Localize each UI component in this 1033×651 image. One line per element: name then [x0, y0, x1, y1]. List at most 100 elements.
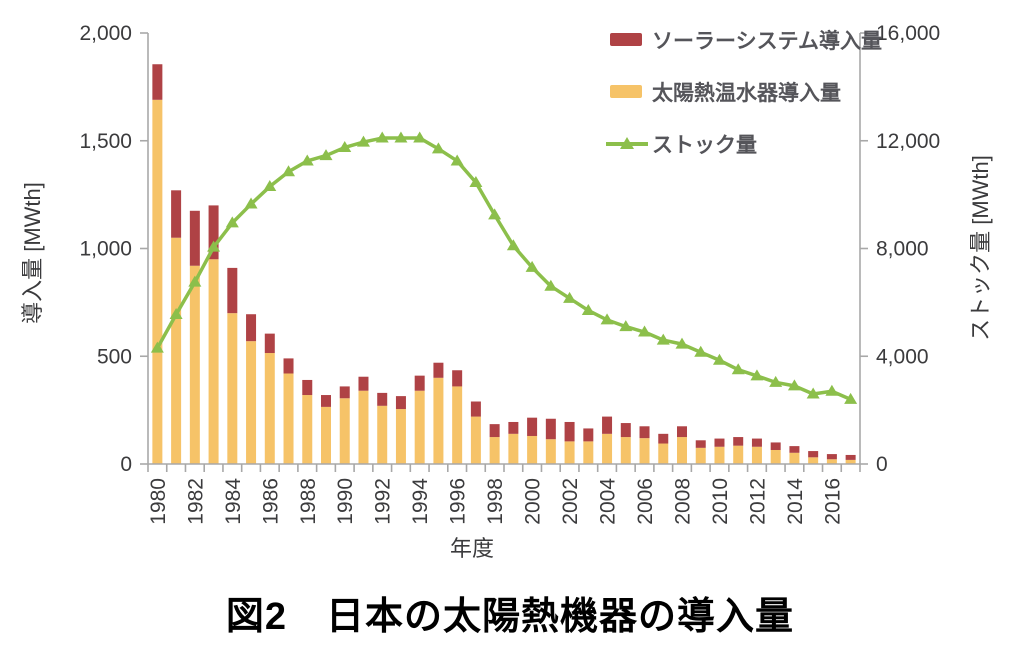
- stock-marker-triangle: [244, 197, 258, 209]
- bar-solar-system: [489, 424, 500, 438]
- x-tick-label-year: 1992: [372, 478, 395, 525]
- x-tick-label-year: 2014: [784, 478, 807, 525]
- bar-solar-system: [433, 362, 444, 378]
- bar-water-heater: [208, 259, 219, 464]
- stock-marker-triangle: [525, 260, 539, 272]
- x-tick-label-year: 1994: [409, 478, 432, 525]
- stock-marker-triangle: [375, 131, 389, 143]
- x-tick-label-year: 1982: [184, 478, 207, 525]
- bar-water-heater: [639, 438, 650, 464]
- y-right-tick-label: 8,000: [876, 238, 929, 261]
- bar-solar-system: [808, 451, 819, 458]
- bar-solar-system: [208, 205, 219, 260]
- bar-solar-system: [358, 376, 369, 391]
- stock-marker-triangle: [282, 165, 296, 177]
- stock-marker-triangle: [413, 131, 427, 143]
- x-tick-label-year: 1998: [484, 478, 507, 525]
- bar-water-heater: [358, 390, 369, 464]
- bar-solar-system: [339, 386, 350, 399]
- stock-marker-triangle: [806, 387, 820, 399]
- bar-water-heater: [152, 99, 163, 465]
- bar-solar-system: [770, 442, 781, 450]
- bar-water-heater: [414, 390, 425, 464]
- x-axis-title: 年度: [450, 536, 494, 561]
- stock-marker-triangle: [431, 142, 445, 154]
- bar-water-heater: [264, 353, 275, 464]
- bar-solar-system: [602, 416, 613, 434]
- y-axis-right-title: ストック量 [MWth]: [968, 155, 993, 341]
- y-axis-left-title: 導入量 [MWth]: [20, 182, 45, 324]
- y-right-tick-label: 0: [876, 453, 888, 476]
- bar-solar-system: [677, 426, 687, 438]
- bar-water-heater: [545, 439, 556, 464]
- stock-line: [155, 136, 852, 401]
- bar-water-heater: [620, 437, 631, 464]
- bar-solar-system: [171, 190, 182, 238]
- bars-water-heater: [152, 99, 856, 465]
- bar-solar-system: [733, 437, 744, 446]
- bar-solar-system: [789, 446, 800, 453]
- bar-water-heater: [583, 441, 594, 464]
- stock-marker-triangle: [300, 154, 314, 166]
- bar-solar-system: [527, 417, 538, 436]
- x-tick-label-year: 2002: [559, 478, 582, 525]
- x-tick-label-year: 2008: [672, 478, 695, 525]
- bar-water-heater: [246, 341, 257, 464]
- y-right-tick-label: 12,000: [876, 130, 940, 153]
- y-left-tick-label: 1,500: [79, 130, 132, 153]
- x-tick-label-year: 2004: [597, 478, 620, 525]
- bar-water-heater: [395, 409, 406, 464]
- bar-water-heater: [377, 405, 388, 464]
- stock-line-series: [150, 131, 858, 404]
- stock-marker-triangle: [263, 180, 277, 192]
- bar-solar-system: [152, 64, 163, 100]
- bar-solar-system: [302, 379, 313, 396]
- stock-marker-triangle: [225, 216, 239, 228]
- chart-svg: 0 500 1,000 1,500 2,000 0 4,000 8,000 12,000 16,0…: [20, 22, 993, 561]
- x-tick-label-year: 1986: [259, 478, 282, 525]
- stock-marker-triangle: [600, 313, 614, 325]
- bar-solar-system: [620, 423, 631, 438]
- bar-water-heater: [826, 459, 837, 464]
- bar-water-heater: [489, 437, 500, 464]
- bar-water-heater: [452, 386, 463, 464]
- x-tick-label-year: 1988: [297, 478, 320, 525]
- bar-water-heater: [189, 265, 200, 464]
- bar-solar-system: [377, 392, 388, 406]
- bar-water-heater: [602, 433, 613, 464]
- stock-marker-triangle: [563, 291, 577, 303]
- y-left-tick-label: 1,000: [79, 238, 132, 261]
- bar-solar-system: [189, 210, 200, 266]
- bar-water-heater: [714, 446, 725, 464]
- bar-water-heater: [789, 452, 800, 464]
- stock-marker-triangle: [506, 239, 520, 251]
- legend-marker-stock-triangle: [620, 137, 634, 149]
- stock-marker-triangle: [450, 154, 464, 166]
- stock-marker-triangle: [712, 353, 726, 365]
- figure-caption: 図2 日本の太陽熱機器の導入量: [225, 596, 795, 638]
- stock-marker-triangle: [581, 303, 595, 315]
- stock-marker-triangle: [319, 149, 333, 161]
- stock-marker-triangle: [488, 208, 502, 220]
- stock-marker-triangle: [675, 337, 689, 349]
- bar-water-heater: [733, 445, 744, 464]
- bar-solar-system: [695, 440, 706, 448]
- stock-marker-triangle: [356, 135, 370, 147]
- x-tick-label-year: 2006: [634, 478, 657, 525]
- y-left-tick-label: 500: [97, 345, 132, 368]
- bar-solar-system: [564, 421, 575, 442]
- stock-marker-triangle: [694, 345, 708, 357]
- bar-water-heater: [433, 377, 444, 464]
- x-tick-label-year: 2000: [522, 478, 545, 525]
- stock-marker-triangle: [619, 320, 633, 332]
- x-tick-label-year: 1996: [447, 478, 470, 525]
- legend-label-water-heater: 太陽熱温水器導入量: [652, 81, 841, 105]
- stock-marker-triangle: [769, 375, 783, 387]
- bar-solar-system: [751, 438, 762, 447]
- bar-water-heater: [845, 459, 856, 464]
- legend-label-stock: ストック量: [652, 134, 757, 157]
- stock-marker-triangle: [394, 131, 408, 143]
- x-tick-label-year: 2012: [746, 478, 769, 525]
- bar-water-heater: [470, 416, 481, 464]
